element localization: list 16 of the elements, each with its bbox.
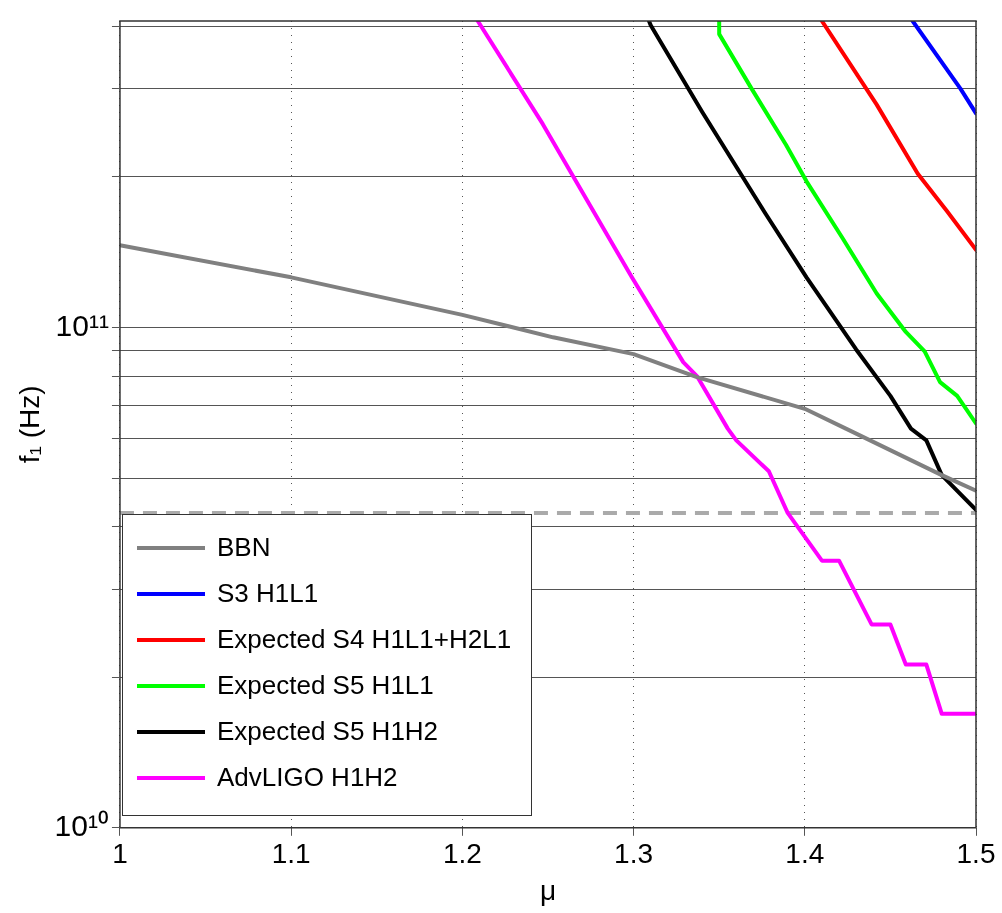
x-tick-label: 1 [112, 838, 128, 870]
legend-label: Expected S5 H1L1 [216, 670, 434, 702]
legend-label: Expected S4 H1L1+H2L1 [216, 624, 512, 656]
x-tick-label: 1.2 [442, 838, 482, 870]
x-tick-label: 1.1 [271, 838, 311, 870]
x-axis-title: μ [539, 874, 557, 906]
y-axis-title: f₁ (Hz) [13, 385, 45, 464]
legend-label: S3 H1L1 [216, 578, 319, 610]
legend-label: AdvLIGO H1H2 [216, 762, 398, 794]
y-tick-label: 10¹¹ [55, 308, 109, 342]
x-tick-label: 1.5 [956, 838, 996, 870]
x-tick-label: 1.3 [614, 838, 654, 870]
y-tick-label: 10¹⁰ [54, 809, 109, 843]
x-tick-label: 1.4 [785, 838, 825, 870]
legend-label: Expected S5 H1H2 [216, 716, 439, 748]
legend-label: BBN [216, 532, 271, 564]
